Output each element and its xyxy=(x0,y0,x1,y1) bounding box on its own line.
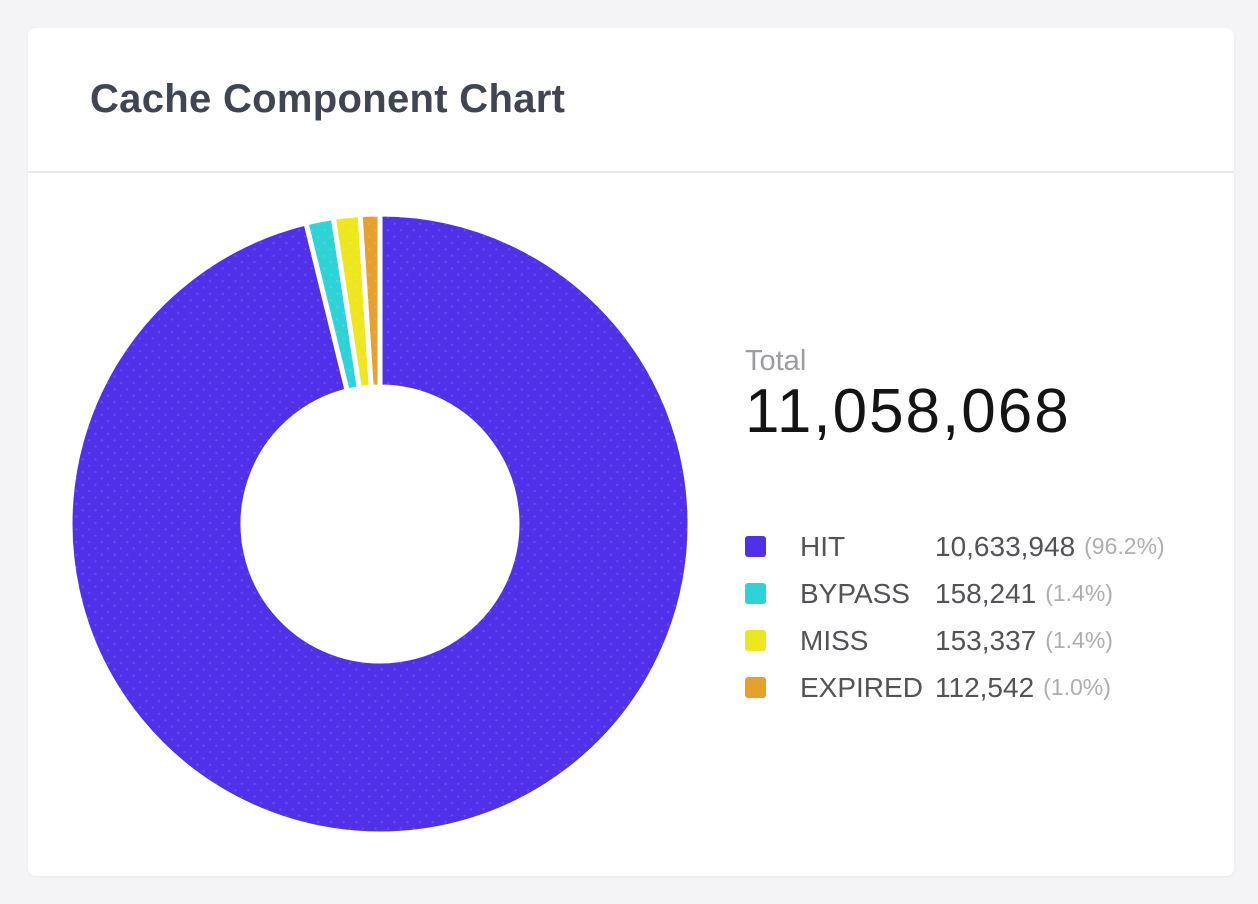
legend-percent: (1.4%) xyxy=(1045,580,1113,606)
total-label: Total xyxy=(745,345,807,377)
legend-percent: (1.0%) xyxy=(1043,674,1111,700)
card-title: Cache Component Chart xyxy=(90,77,566,121)
card-header: Cache Component Chart xyxy=(28,28,1234,173)
legend: HIT 10,633,948 (96.2%) BYPASS 158,241 (1… xyxy=(745,523,1215,711)
cache-component-card: Cache Component Chart Total 11,058,068 H… xyxy=(28,28,1234,876)
legend-value: 158,241 xyxy=(935,577,1037,609)
legend-color-swatch xyxy=(745,677,766,698)
legend-percent: (96.2%) xyxy=(1084,533,1165,559)
legend-item: EXPIRED 112,542 (1.0%) xyxy=(745,664,1215,711)
legend-value: 112,542 xyxy=(935,671,1035,703)
legend-item: MISS 153,337 (1.4%) xyxy=(745,617,1215,664)
legend-item: BYPASS 158,241 (1.4%) xyxy=(745,570,1215,617)
legend-label: BYPASS xyxy=(800,577,910,609)
legend-value: 10,633,948 xyxy=(935,530,1076,562)
total-value: 11,058,068 xyxy=(745,377,1071,446)
legend-color-swatch xyxy=(745,536,766,557)
legend-item: HIT 10,633,948 (96.2%) xyxy=(745,523,1215,570)
legend-percent: (1.4%) xyxy=(1045,627,1113,653)
legend-color-swatch xyxy=(745,630,766,651)
legend-label: HIT xyxy=(800,530,846,562)
legend-value: 153,337 xyxy=(935,624,1037,656)
legend-label: EXPIRED xyxy=(800,671,923,703)
donut-chart xyxy=(70,214,690,834)
legend-label: MISS xyxy=(800,624,869,656)
legend-color-swatch xyxy=(745,583,766,604)
